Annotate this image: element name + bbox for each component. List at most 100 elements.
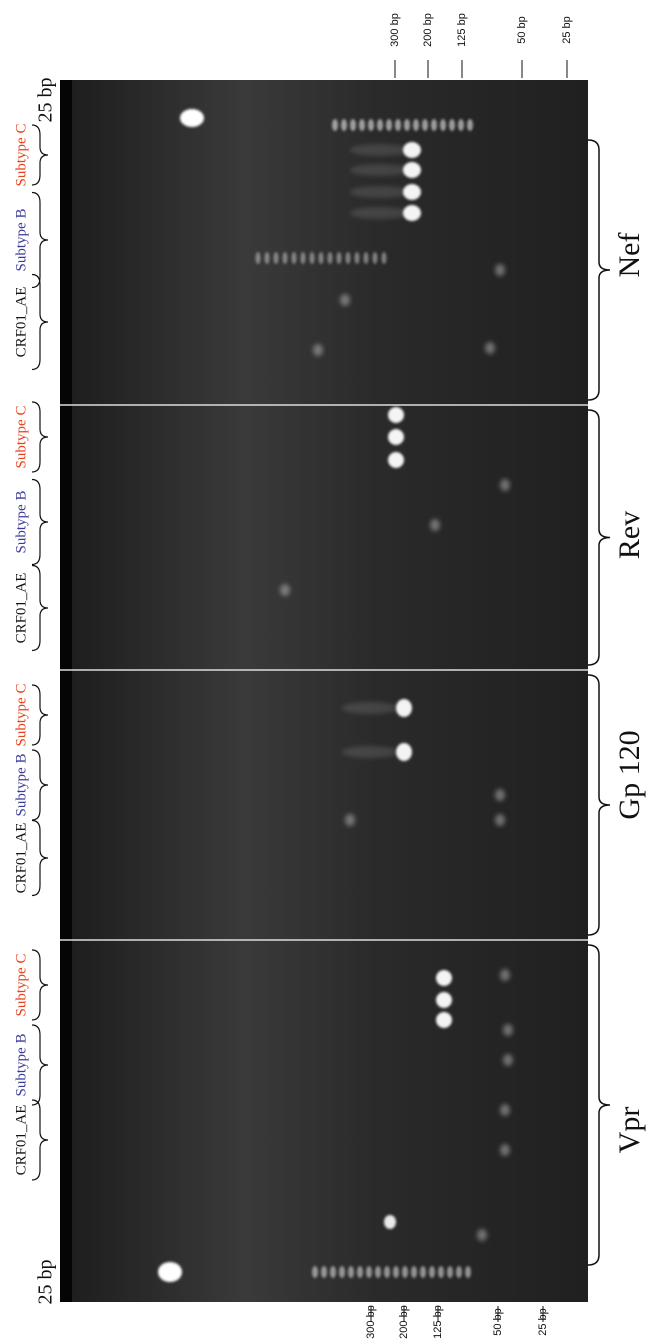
band (340, 294, 350, 306)
band (342, 746, 398, 758)
band (158, 1262, 182, 1282)
marker-label: 300 bp (389, 13, 401, 47)
band (413, 119, 419, 131)
band (318, 252, 324, 264)
band (429, 1266, 435, 1278)
band (372, 252, 378, 264)
band (396, 699, 412, 717)
band (458, 119, 464, 131)
lane-label: Subtype C (13, 124, 29, 187)
band (465, 1266, 471, 1278)
lane-bracket (31, 191, 49, 289)
band (354, 252, 360, 264)
band (431, 119, 437, 131)
band (495, 264, 505, 276)
band (403, 142, 421, 158)
band (291, 252, 297, 264)
lane-bracket (31, 478, 49, 566)
band (350, 186, 410, 198)
band (485, 342, 495, 354)
band (436, 970, 452, 986)
band (436, 1012, 452, 1028)
band (495, 789, 505, 801)
band (300, 252, 306, 264)
band (386, 119, 392, 131)
lane-bracket (31, 401, 49, 473)
band (495, 814, 505, 826)
band (500, 1144, 510, 1156)
lane-label: CRF01_AE (13, 287, 29, 358)
band (402, 1266, 408, 1278)
band (500, 1104, 510, 1116)
lane-bracket (31, 819, 49, 897)
band (336, 252, 342, 264)
band (393, 1266, 399, 1278)
marker-label: 50 bp (516, 16, 528, 44)
marker-label: 125 bp (456, 13, 468, 47)
band (503, 1054, 513, 1066)
band (309, 252, 315, 264)
band (438, 1266, 444, 1278)
lane-bracket (31, 684, 49, 746)
band (477, 1229, 487, 1241)
lane-label: CRF01_AE (13, 573, 29, 644)
band (411, 1266, 417, 1278)
band (436, 992, 452, 1008)
band (345, 252, 351, 264)
band (348, 1266, 354, 1278)
band (357, 1266, 363, 1278)
band (384, 1266, 390, 1278)
band (312, 1266, 318, 1278)
lane-label: Subtype C (13, 954, 29, 1017)
lane-label: CRF01_AE (13, 823, 29, 894)
band (447, 1266, 453, 1278)
ladder-label: 25 bp (35, 78, 57, 123)
lane-label: Subtype B (13, 1034, 29, 1097)
band (500, 969, 510, 981)
band (321, 1266, 327, 1278)
lane-bracket (31, 273, 49, 371)
band (375, 1266, 381, 1278)
lane-bracket (31, 1099, 49, 1181)
band (180, 109, 204, 127)
band (396, 743, 412, 761)
band (467, 119, 473, 131)
gene-brace (587, 409, 611, 666)
band (388, 452, 404, 468)
band (342, 702, 398, 714)
gene-label: Gp 120 (613, 730, 646, 819)
band (377, 119, 383, 131)
gel-edge (60, 80, 72, 1302)
gel-bands (158, 109, 513, 1282)
band (388, 407, 404, 423)
band (350, 207, 410, 219)
band (420, 1266, 426, 1278)
band (330, 1266, 336, 1278)
band (395, 119, 401, 131)
band (381, 252, 387, 264)
lane-label: Subtype B (13, 491, 29, 554)
band (327, 252, 333, 264)
gene-label: Vpr (613, 1107, 646, 1154)
lane-label: Subtype B (13, 754, 29, 817)
band (449, 119, 455, 131)
band (388, 429, 404, 445)
band (363, 252, 369, 264)
gene-label: Nef (613, 233, 646, 278)
band (403, 162, 421, 178)
band (422, 119, 428, 131)
band (404, 119, 410, 131)
band (350, 144, 410, 156)
marker-label: 200 bp (422, 13, 434, 47)
band (339, 1266, 345, 1278)
band (384, 1215, 396, 1229)
lane-bracket (31, 749, 49, 821)
band (345, 814, 355, 826)
lane-label: CRF01_AE (13, 1105, 29, 1176)
lane-bracket (31, 1024, 49, 1106)
band (350, 119, 356, 131)
band (403, 205, 421, 221)
lane-bracket (31, 564, 49, 652)
band (368, 119, 374, 131)
